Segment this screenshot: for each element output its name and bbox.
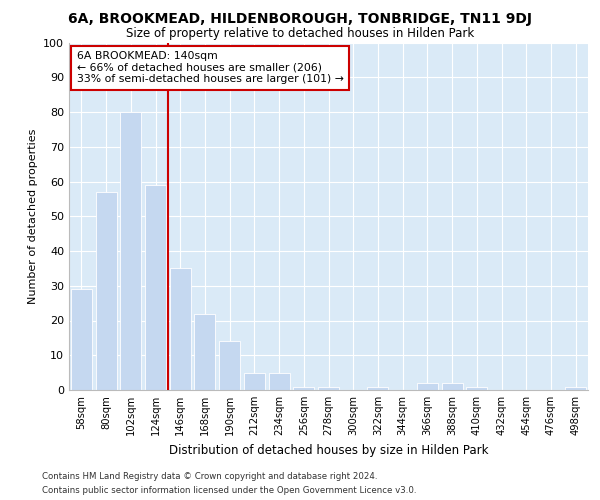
Text: 6A, BROOKMEAD, HILDENBOROUGH, TONBRIDGE, TN11 9DJ: 6A, BROOKMEAD, HILDENBOROUGH, TONBRIDGE,…: [68, 12, 532, 26]
Bar: [219, 342, 240, 390]
Bar: [466, 386, 487, 390]
Bar: [145, 185, 166, 390]
Bar: [120, 112, 141, 390]
Bar: [318, 386, 339, 390]
Bar: [293, 386, 314, 390]
Text: Contains public sector information licensed under the Open Government Licence v3: Contains public sector information licen…: [42, 486, 416, 495]
Bar: [565, 386, 586, 390]
Bar: [367, 386, 388, 390]
Text: Contains HM Land Registry data © Crown copyright and database right 2024.: Contains HM Land Registry data © Crown c…: [42, 472, 377, 481]
Bar: [417, 383, 438, 390]
Bar: [244, 372, 265, 390]
Bar: [170, 268, 191, 390]
Bar: [95, 192, 116, 390]
Text: 6A BROOKMEAD: 140sqm
← 66% of detached houses are smaller (206)
33% of semi-deta: 6A BROOKMEAD: 140sqm ← 66% of detached h…: [77, 51, 344, 84]
Y-axis label: Number of detached properties: Number of detached properties: [28, 128, 38, 304]
Bar: [269, 372, 290, 390]
X-axis label: Distribution of detached houses by size in Hilden Park: Distribution of detached houses by size …: [169, 444, 488, 456]
Bar: [71, 289, 92, 390]
Bar: [194, 314, 215, 390]
Bar: [442, 383, 463, 390]
Text: Size of property relative to detached houses in Hilden Park: Size of property relative to detached ho…: [126, 28, 474, 40]
